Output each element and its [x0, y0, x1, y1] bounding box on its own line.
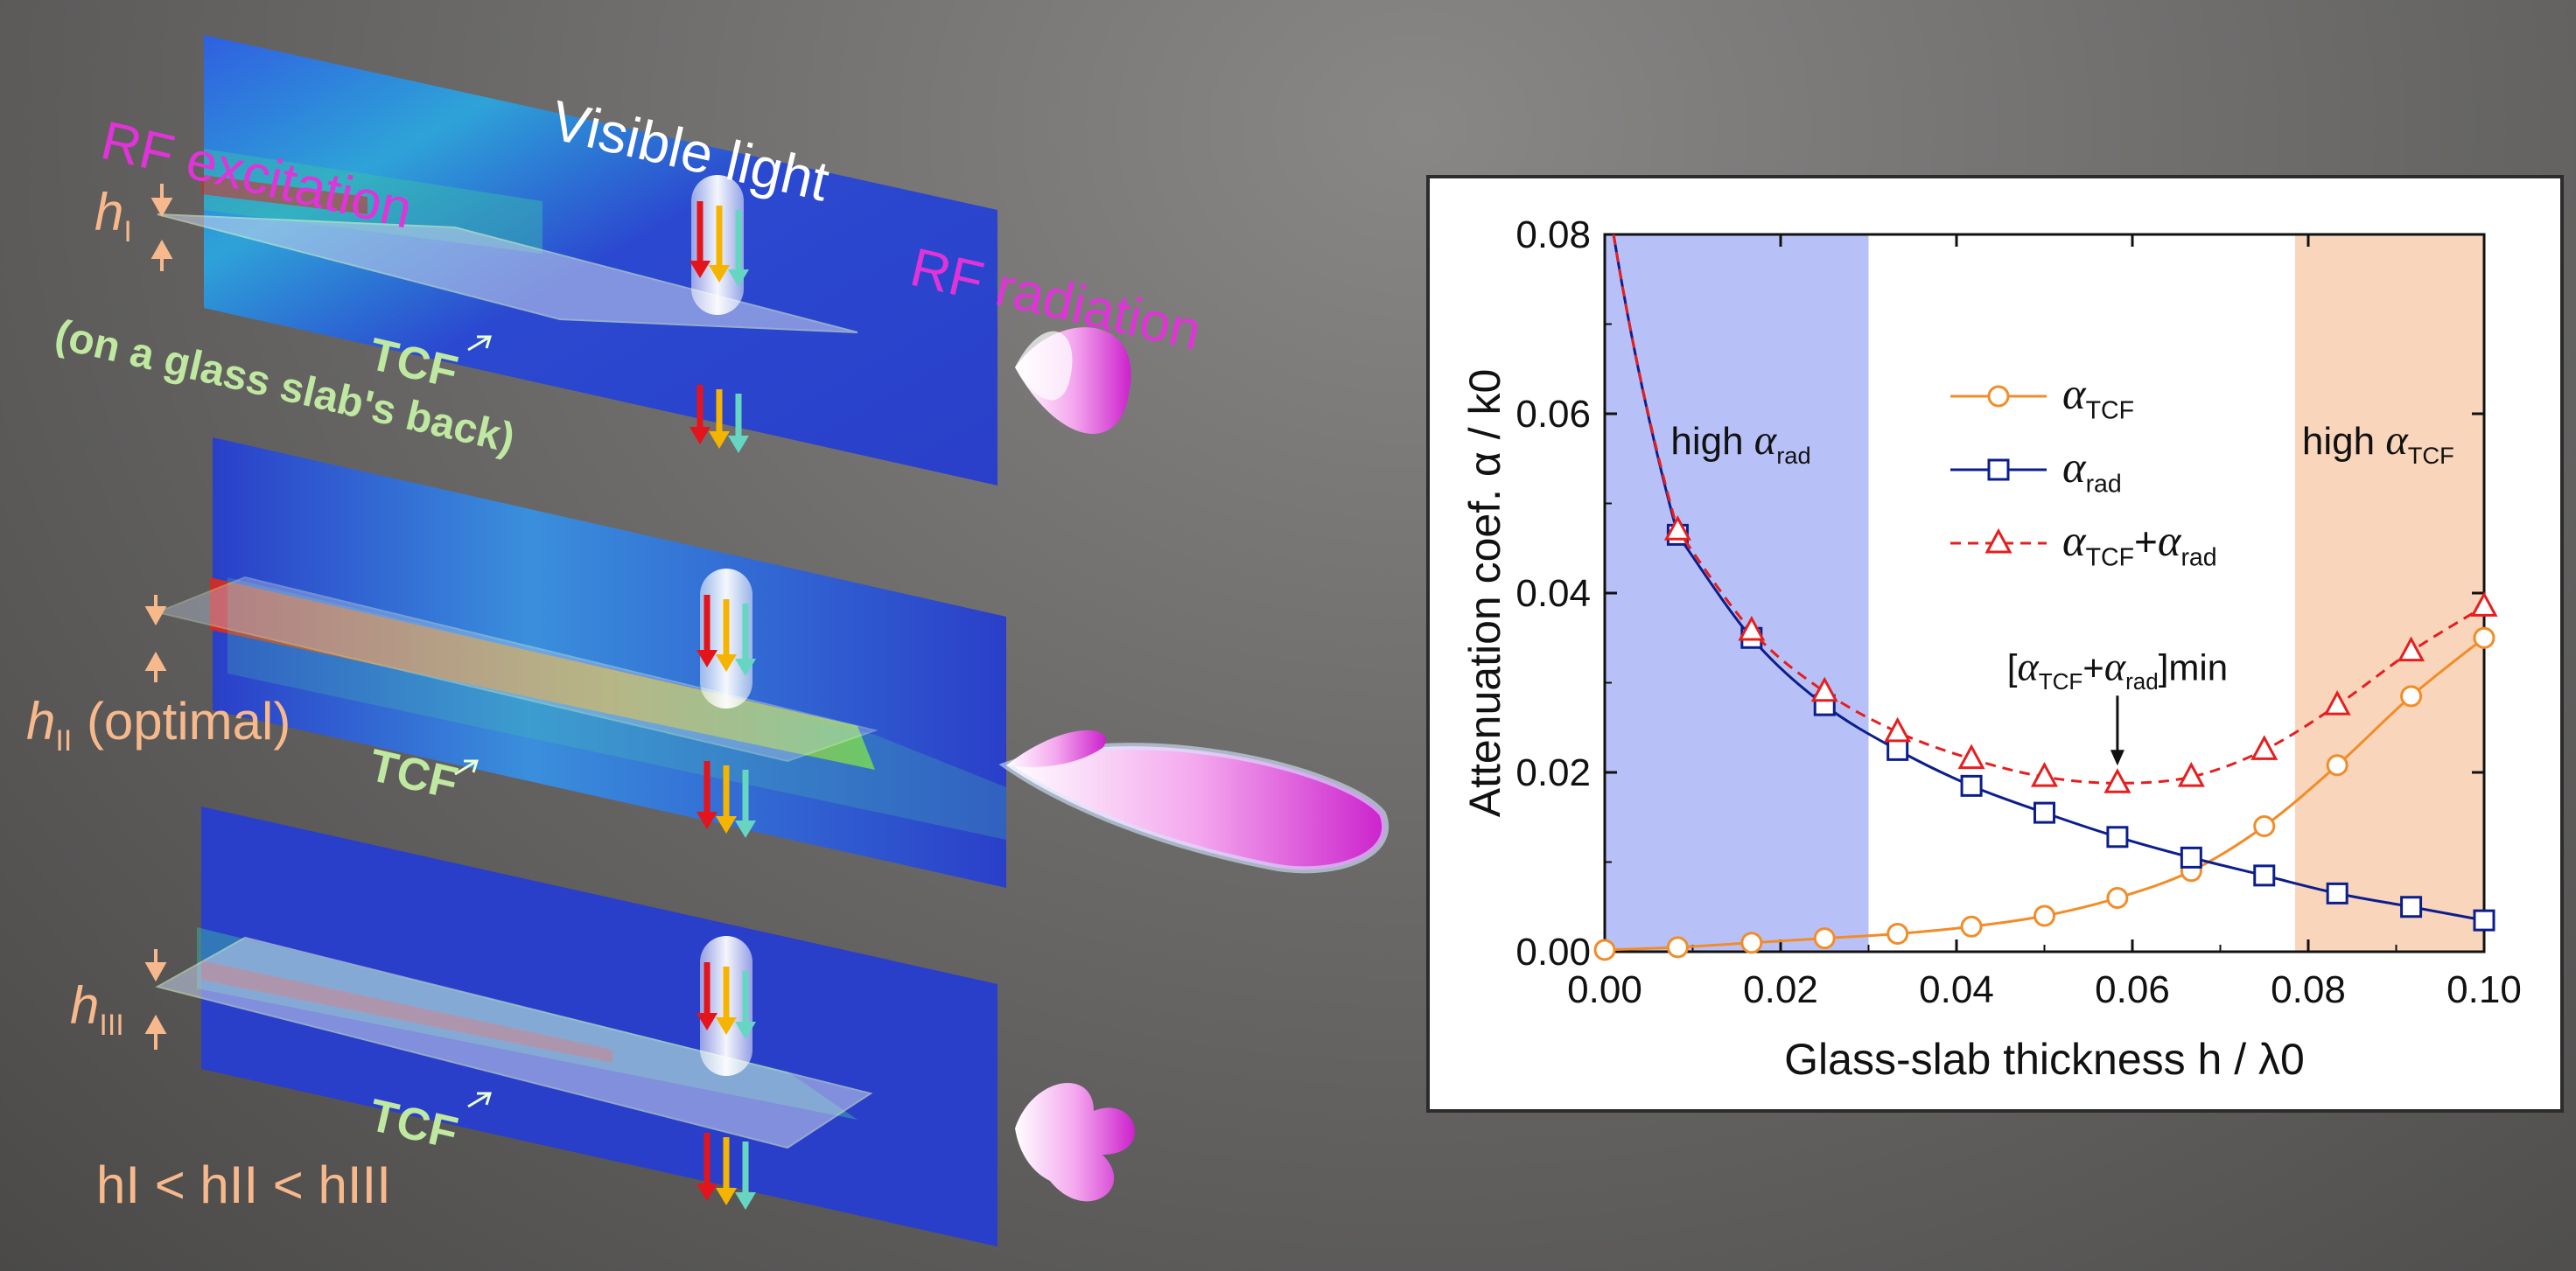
point-1-7 — [2180, 846, 2202, 869]
y-axis-label: Attenuation coef. α / k0 — [1460, 369, 1509, 818]
point-0-6 — [2034, 904, 2055, 927]
radiation-lobe-ii — [998, 730, 1389, 874]
point-2-2 — [1810, 676, 1838, 702]
x-tick-label-0: 0.00 — [1567, 968, 1642, 1011]
region-1 — [1605, 234, 1869, 952]
thickness-relation: hI < hII < hIII — [96, 1156, 391, 1214]
slab-illustration — [144, 35, 1389, 1247]
x-tick-label-5: 0.10 — [2446, 968, 2522, 1011]
point-0-11 — [2400, 685, 2423, 708]
y-tick-label-1: 0.02 — [1516, 751, 1591, 794]
point-0-9 — [2253, 815, 2276, 837]
point-1-10 — [2400, 896, 2423, 918]
attenuation-chart: high αrad​ high αTCF​ 0.00 0.02 0.04 0.06 0.08… — [1460, 213, 2522, 1084]
legend-label-2: αTCF​+αrad​ — [2062, 516, 2217, 572]
y-tick-label-4: 0.08 — [1516, 213, 1591, 256]
point-2-1 — [1738, 615, 1766, 641]
point-2-9 — [2323, 689, 2351, 716]
arrow-group-iii-bottom — [696, 1133, 756, 1210]
chart-panel: high αrad​ high αTCF​ 0.00 0.02 0.04 0.06 0.08… — [1426, 175, 2564, 1113]
arrow-group-i-top — [690, 201, 749, 287]
x-axis-label: Glass-slab thickness h / λ0 — [1784, 1035, 2305, 1084]
min-annotation-label: [αTCF​+αrad​]min — [2007, 644, 2228, 695]
point-2-3 — [1884, 716, 1912, 743]
field-panel-ii — [154, 437, 1006, 888]
point-2-11 — [2470, 591, 2498, 617]
min-annotation-arrowhead — [2110, 750, 2124, 766]
arrow-group-ii-bottom — [696, 761, 756, 838]
arrow-group-i-bottom — [690, 385, 749, 453]
point-0-10 — [2326, 754, 2348, 777]
point-2-6 — [2104, 768, 2132, 793]
tcf-pointers — [454, 335, 493, 1108]
point-0-12 — [2473, 626, 2496, 649]
point-1-9 — [2326, 882, 2348, 904]
thickness-label-ii: hII (optimal) — [26, 692, 291, 758]
legend-label-1: αrad​ — [2062, 443, 2122, 499]
point-1-11 — [2473, 909, 2496, 932]
arrow-group-ii-top — [696, 595, 756, 676]
point-1-8 — [2253, 864, 2276, 887]
point-2-7 — [2177, 761, 2205, 787]
legend-marker-1 — [1987, 458, 2010, 481]
region-label-high-tcf: high αTCF​ — [2302, 417, 2454, 469]
field-panel-iii — [155, 807, 998, 1247]
point-2-8 — [2250, 735, 2278, 760]
point-0-2 — [1740, 932, 1763, 954]
point-2-5 — [2030, 761, 2059, 787]
point-0-4 — [1886, 923, 1909, 945]
field-panel-i — [157, 35, 998, 485]
legend-marker-0 — [1987, 385, 2010, 408]
y-tick-label-3: 0.06 — [1516, 393, 1591, 436]
point-2-4 — [1957, 744, 1985, 770]
radiation-lobe-iii — [1015, 1082, 1136, 1202]
dimension-arrows — [144, 184, 173, 1050]
x-tick-label-2: 0.04 — [1919, 968, 1994, 1011]
legend-marker-2 — [1984, 527, 2012, 554]
point-2-10 — [2398, 636, 2426, 662]
point-0-7 — [2106, 887, 2129, 909]
point-0-3 — [1813, 927, 1836, 950]
point-0-0 — [1593, 939, 1616, 961]
arrow-group-iii-top — [696, 962, 756, 1039]
point-1-6 — [2106, 826, 2129, 848]
light-arrows — [690, 201, 756, 1210]
radiation-lobe-i — [1015, 327, 1131, 434]
point-0-1 — [1666, 936, 1689, 959]
y-tick-label-2: 0.04 — [1516, 572, 1591, 615]
thickness-label-i: hI — [94, 183, 132, 248]
y-tick-label-0: 0.00 — [1516, 931, 1591, 974]
x-tick-label-4: 0.08 — [2271, 968, 2346, 1011]
point-2-0 — [1663, 515, 1691, 541]
point-1-4 — [1960, 774, 1983, 797]
x-tick-label-3: 0.06 — [2095, 968, 2170, 1011]
legend-label-0: αTCF​ — [2062, 369, 2134, 425]
thickness-label-iii: hIII — [70, 976, 124, 1042]
region-label-high-rad: high αrad​ — [1670, 417, 1810, 469]
point-0-5 — [1960, 915, 1983, 938]
point-1-3 — [1886, 738, 1909, 761]
x-tick-label-1: 0.02 — [1743, 968, 1818, 1011]
region-2 — [2294, 234, 2484, 952]
point-1-5 — [2034, 801, 2055, 824]
